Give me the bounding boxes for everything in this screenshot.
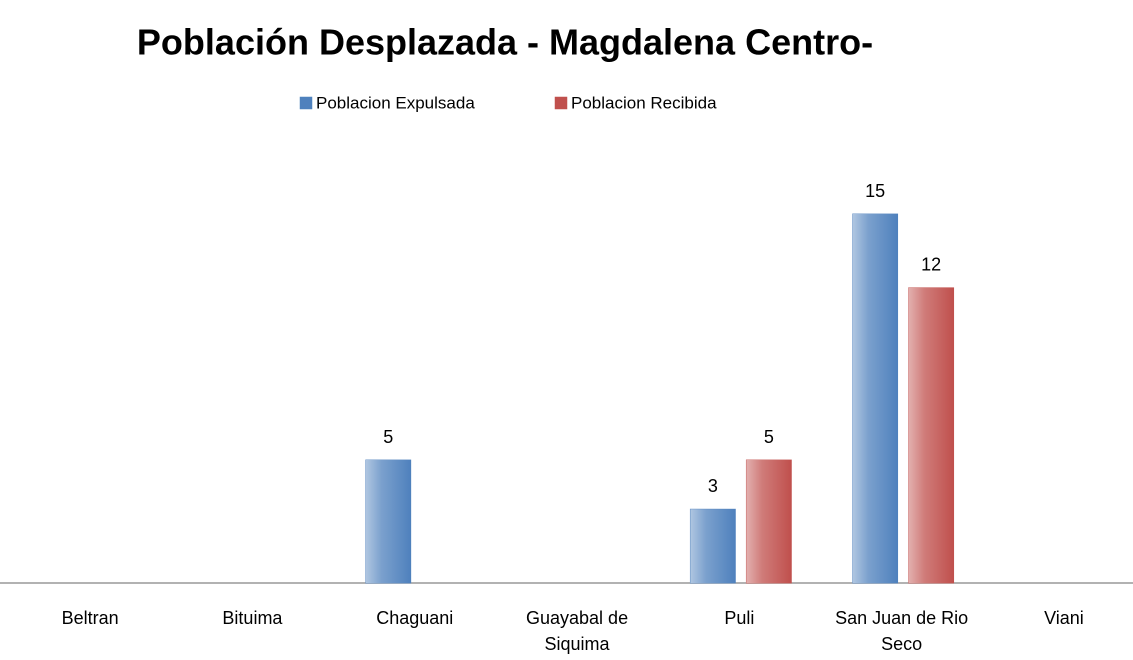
x-tick-label: Chaguani — [376, 608, 454, 628]
x-tick-label: San Juan de Rio Seco — [835, 608, 969, 654]
x-tick-label: Beltran — [61, 608, 119, 628]
chart-title: Población Desplazada - Magdalena Centro- — [137, 22, 873, 63]
legend-swatch — [554, 96, 568, 110]
data-label: 3 — [708, 476, 718, 496]
legend-label: Poblacion Expulsada — [316, 93, 475, 112]
data-label: 5 — [764, 427, 774, 447]
bar — [365, 459, 412, 584]
x-tick-label: Viani — [1044, 608, 1084, 628]
bar — [745, 459, 792, 584]
x-tick-label: Guayabal de Siquima — [526, 608, 629, 654]
bar — [908, 287, 955, 584]
data-label: 12 — [921, 255, 941, 275]
bar — [689, 508, 736, 584]
x-tick-label: Puli — [724, 608, 755, 628]
legend-swatch — [299, 96, 313, 110]
data-label: 5 — [383, 427, 393, 447]
bar — [852, 213, 899, 584]
data-label: 15 — [865, 181, 885, 201]
legend-label: Poblacion Recibida — [571, 93, 717, 112]
x-tick-label: Bituima — [222, 608, 283, 628]
